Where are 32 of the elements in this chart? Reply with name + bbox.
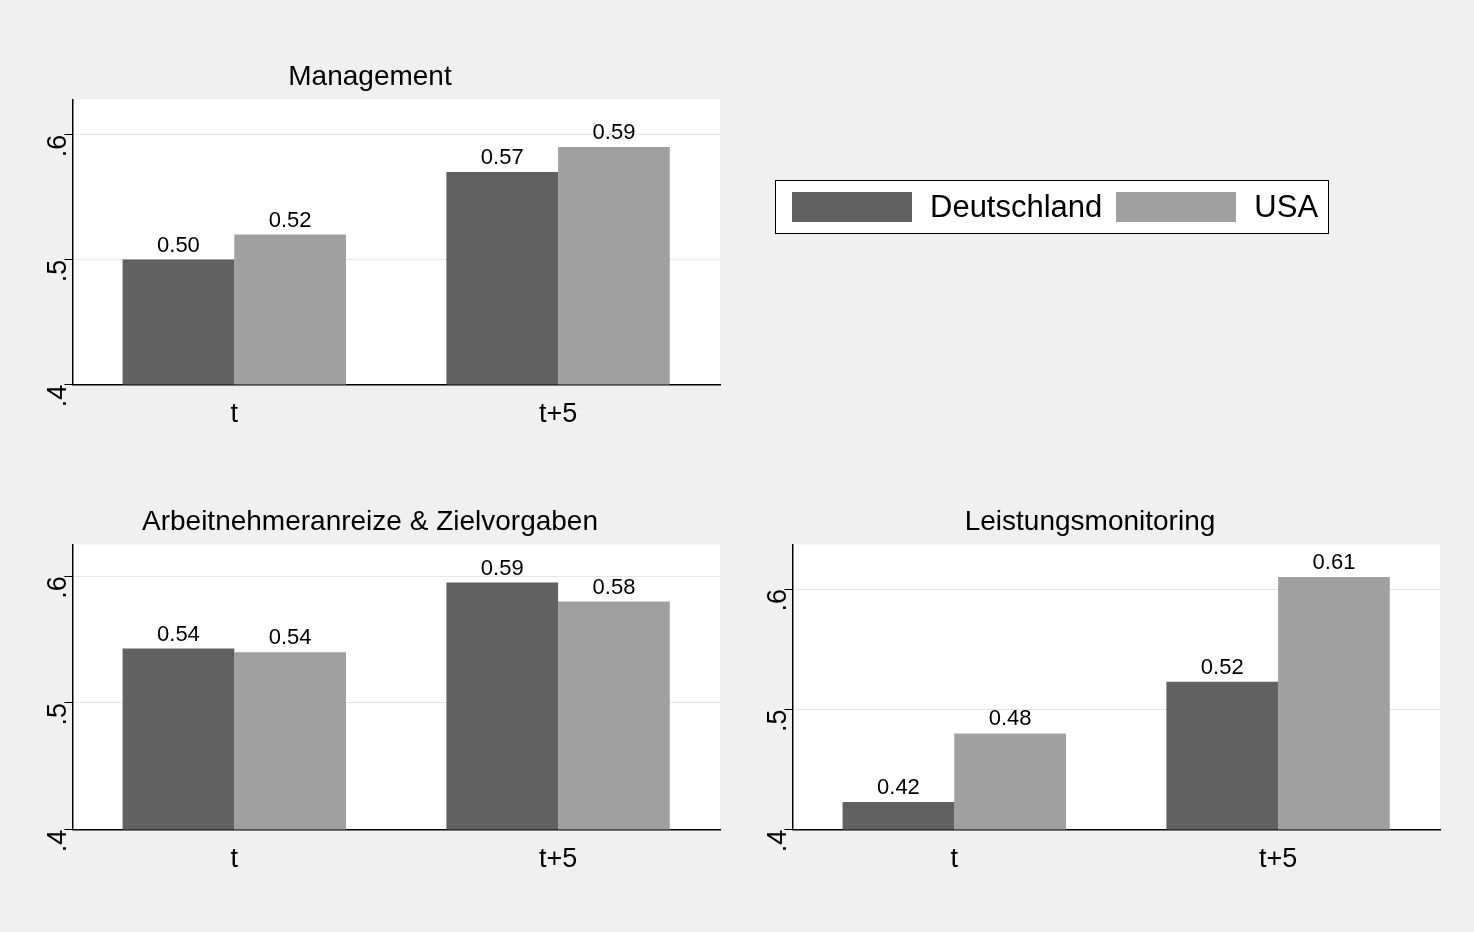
data-label: 0.58 [592,573,636,599]
chart-title: Management [288,59,452,91]
data-label: 0.59 [480,554,524,580]
y-tick-label: .6 [761,589,792,612]
y-tick-label: .4 [41,384,72,408]
data-label: 0.57 [480,144,524,170]
x-tick-label: t+5 [1258,843,1298,874]
data-label: 0.50 [157,231,200,257]
chart-title: Arbeitnehmeranreize & Zielvorgaben [141,504,599,536]
chart-title: Leistungsmonitoring [964,504,1216,536]
data-label: 0.48 [988,705,1032,731]
legend-label: USA [1254,189,1319,225]
y-tick-label: .4 [761,829,792,853]
data-label: 0.52 [1200,653,1244,679]
data-label: 0.52 [268,206,312,232]
y-tick-label: .5 [41,259,72,283]
data-label: 0.54 [268,624,312,650]
data-label: 0.59 [592,119,636,145]
x-tick-label: t [950,843,959,874]
data-label: 0.42 [877,774,920,799]
data-label: 0.61 [1312,549,1356,575]
x-tick-label: t [230,843,239,874]
x-tick-label: t+5 [538,398,578,429]
x-tick-label: t [230,398,239,429]
legend-label: Deutschland [930,189,1103,225]
y-tick-label: .6 [41,576,72,599]
data-label: 0.54 [157,620,200,646]
y-tick-label: .5 [41,702,72,726]
y-tick-label: .5 [761,709,792,732]
x-tick-label: t+5 [538,843,578,874]
y-tick-label: .6 [41,134,72,158]
y-tick-label: .4 [41,829,72,853]
